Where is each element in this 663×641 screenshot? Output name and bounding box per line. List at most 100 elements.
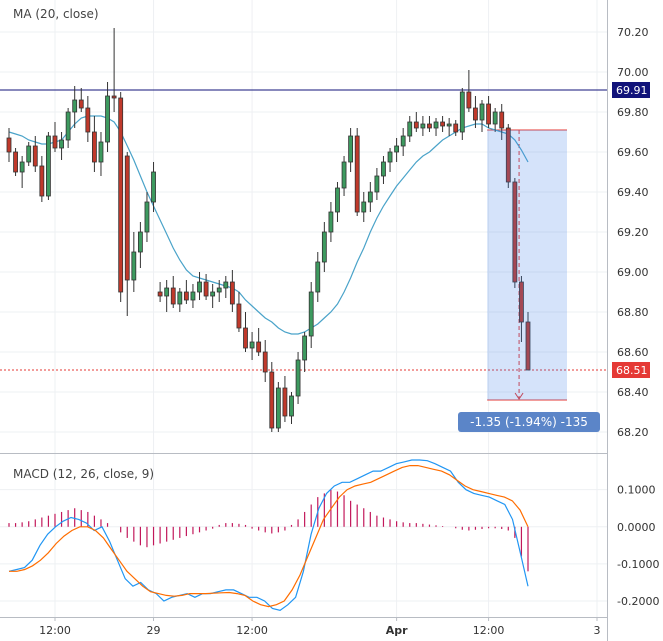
candle [78,88,84,112]
candle [13,148,18,176]
candle-body [512,181,518,283]
candle-body [190,291,196,301]
candle-body [118,97,124,293]
candle [321,222,327,272]
candle-body [243,327,248,349]
candle [19,156,25,188]
axes [0,0,608,641]
candle [6,128,12,162]
candle [203,274,209,300]
candle [137,222,143,268]
candle [256,328,262,356]
candle [394,138,400,162]
candle [39,156,45,202]
x-axis-labels: 12:00 29 12:00 Apr 12:00 3 [39,617,601,637]
candle-body [183,291,189,301]
candle-body [137,231,143,253]
price-legend-label: MA (20, close) [13,7,99,21]
candle-body [32,145,38,167]
candle-body [275,387,281,429]
candle-body [13,151,18,173]
candle [486,96,491,128]
candle-body [177,291,183,305]
candle [85,96,91,142]
candle-body [6,137,12,153]
candle-body [282,387,288,417]
candle [92,116,97,172]
candle-body [354,135,360,213]
x-tick-label: 12:00 [236,624,268,637]
candle-body [46,135,51,197]
candle-body [151,171,156,203]
ma-line [8,115,529,335]
candle [315,252,321,302]
candle-body [335,187,340,213]
candle-body [453,123,459,133]
price-tick-label: 68.20 [617,426,649,439]
candle-body [59,139,64,149]
candle [512,178,518,288]
candle-body [315,261,321,293]
candle-body [440,121,445,127]
candle-body [505,127,511,183]
candle-body [407,121,413,137]
candle-body [164,287,170,297]
candle [190,284,196,308]
candle [197,272,202,300]
candle-body [459,91,465,133]
price-tick-label: 69.00 [617,266,649,279]
candle [124,152,130,316]
candle-body [85,107,91,133]
price-tick-label: 69.60 [617,146,649,159]
candle [144,192,150,242]
candle-body [420,123,426,129]
candle [164,280,170,312]
candle [262,340,268,382]
candle [374,168,380,200]
candle [289,392,294,424]
candle [407,116,413,142]
candle-body [394,145,400,153]
candle-body [216,287,222,293]
measure-tool[interactable]: -1.35 (-1.94%) -135 [458,130,600,432]
y-axis-labels: 70.20 70.00 69.80 69.60 69.40 69.20 69.00 68.80… [617,26,659,608]
candle [420,116,426,136]
candle-body [197,281,202,293]
measure-range-box[interactable] [487,130,567,400]
candle [46,132,51,200]
candle-body [400,135,406,147]
candle-body [157,291,163,297]
candle-body [486,103,491,125]
candle-body [381,161,386,177]
candle [229,270,235,312]
candle-body [387,151,393,163]
candle-body [26,145,32,163]
candle [381,156,386,184]
candle-body [367,191,373,203]
candle [459,88,465,140]
macd-pane [8,459,529,611]
candle-body [492,111,498,125]
candle [367,182,373,212]
candle-body [256,341,262,353]
candle [26,142,32,166]
candle-body [262,351,268,373]
candle-body [236,303,242,329]
candle [427,116,432,132]
candle-body [499,111,505,129]
candle-body [19,161,25,173]
candle [275,382,281,432]
candle [105,82,110,152]
candle-body [52,135,58,149]
price-tick-label: 69.80 [617,106,649,119]
candle-body [269,371,275,429]
candle [466,70,472,112]
candle-body [98,141,104,163]
candle [223,276,229,298]
candle [519,276,524,342]
candle [492,108,498,132]
candle-body [413,121,419,129]
candle [111,28,117,112]
